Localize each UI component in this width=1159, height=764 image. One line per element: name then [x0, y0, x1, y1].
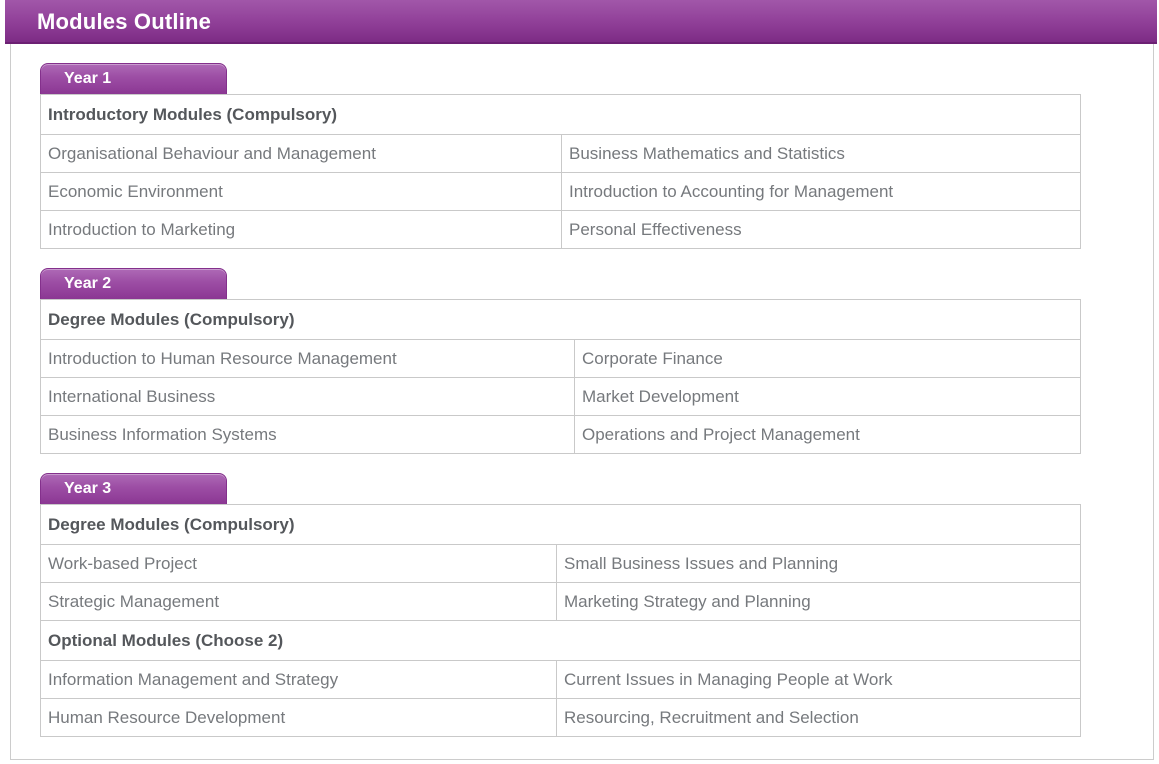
- module-cell: Market Development: [574, 377, 1081, 416]
- module-cell: Organisational Behaviour and Management: [40, 134, 562, 173]
- year-section-3: Year 3 Degree Modules (Compulsory) Work-…: [40, 473, 1153, 737]
- group-heading-cell: Introductory Modules (Compulsory): [40, 94, 1081, 135]
- table-row: Degree Modules (Compulsory): [40, 299, 1081, 340]
- module-cell: Business Mathematics and Statistics: [561, 134, 1081, 173]
- table-row: International Business Market Developmen…: [40, 377, 1081, 416]
- table-row: Optional Modules (Choose 2): [40, 620, 1081, 661]
- module-cell: Introduction to Accounting for Managemen…: [561, 172, 1081, 211]
- group-heading-cell: Degree Modules (Compulsory): [40, 504, 1081, 545]
- year-3-tab: Year 3: [40, 473, 227, 504]
- year-2-modules-table: Degree Modules (Compulsory) Introduction…: [40, 299, 1081, 454]
- module-cell: Introduction to Marketing: [40, 210, 562, 249]
- table-row: Business Information Systems Operations …: [40, 415, 1081, 454]
- module-cell: Work-based Project: [40, 544, 557, 583]
- table-row: Economic Environment Introduction to Acc…: [40, 172, 1081, 211]
- year-section-2: Year 2 Degree Modules (Compulsory) Intro…: [40, 268, 1153, 454]
- year-2-tab: Year 2: [40, 268, 227, 299]
- table-row: Degree Modules (Compulsory): [40, 504, 1081, 545]
- page-title: Modules Outline: [37, 9, 212, 34]
- content-panel: Year 1 Introductory Modules (Compulsory)…: [10, 44, 1154, 760]
- year-1-tab: Year 1: [40, 63, 227, 94]
- module-cell: Operations and Project Management: [574, 415, 1081, 454]
- table-row: Introduction to Human Resource Managemen…: [40, 339, 1081, 378]
- module-cell: Information Management and Strategy: [40, 660, 557, 699]
- module-cell: Small Business Issues and Planning: [556, 544, 1081, 583]
- table-row: Introduction to Marketing Personal Effec…: [40, 210, 1081, 249]
- group-heading-cell: Optional Modules (Choose 2): [40, 620, 1081, 661]
- table-row: Human Resource Development Resourcing, R…: [40, 698, 1081, 737]
- module-cell: Human Resource Development: [40, 698, 557, 737]
- module-cell: Resourcing, Recruitment and Selection: [556, 698, 1081, 737]
- year-3-modules-table: Degree Modules (Compulsory) Work-based P…: [40, 504, 1081, 737]
- group-heading-cell: Degree Modules (Compulsory): [40, 299, 1081, 340]
- module-cell: Current Issues in Managing People at Wor…: [556, 660, 1081, 699]
- page-header: Modules Outline: [5, 0, 1157, 44]
- module-cell: Introduction to Human Resource Managemen…: [40, 339, 575, 378]
- table-row: Information Management and Strategy Curr…: [40, 660, 1081, 699]
- module-cell: Personal Effectiveness: [561, 210, 1081, 249]
- table-row: Work-based Project Small Business Issues…: [40, 544, 1081, 583]
- module-cell: Economic Environment: [40, 172, 562, 211]
- module-cell: Strategic Management: [40, 582, 557, 621]
- year-1-modules-table: Introductory Modules (Compulsory) Organi…: [40, 94, 1081, 249]
- table-row: Organisational Behaviour and Management …: [40, 134, 1081, 173]
- table-row: Strategic Management Marketing Strategy …: [40, 582, 1081, 621]
- year-section-1: Year 1 Introductory Modules (Compulsory)…: [40, 63, 1153, 249]
- module-cell: Corporate Finance: [574, 339, 1081, 378]
- module-cell: Marketing Strategy and Planning: [556, 582, 1081, 621]
- module-cell: Business Information Systems: [40, 415, 575, 454]
- module-cell: International Business: [40, 377, 575, 416]
- table-row: Introductory Modules (Compulsory): [40, 94, 1081, 135]
